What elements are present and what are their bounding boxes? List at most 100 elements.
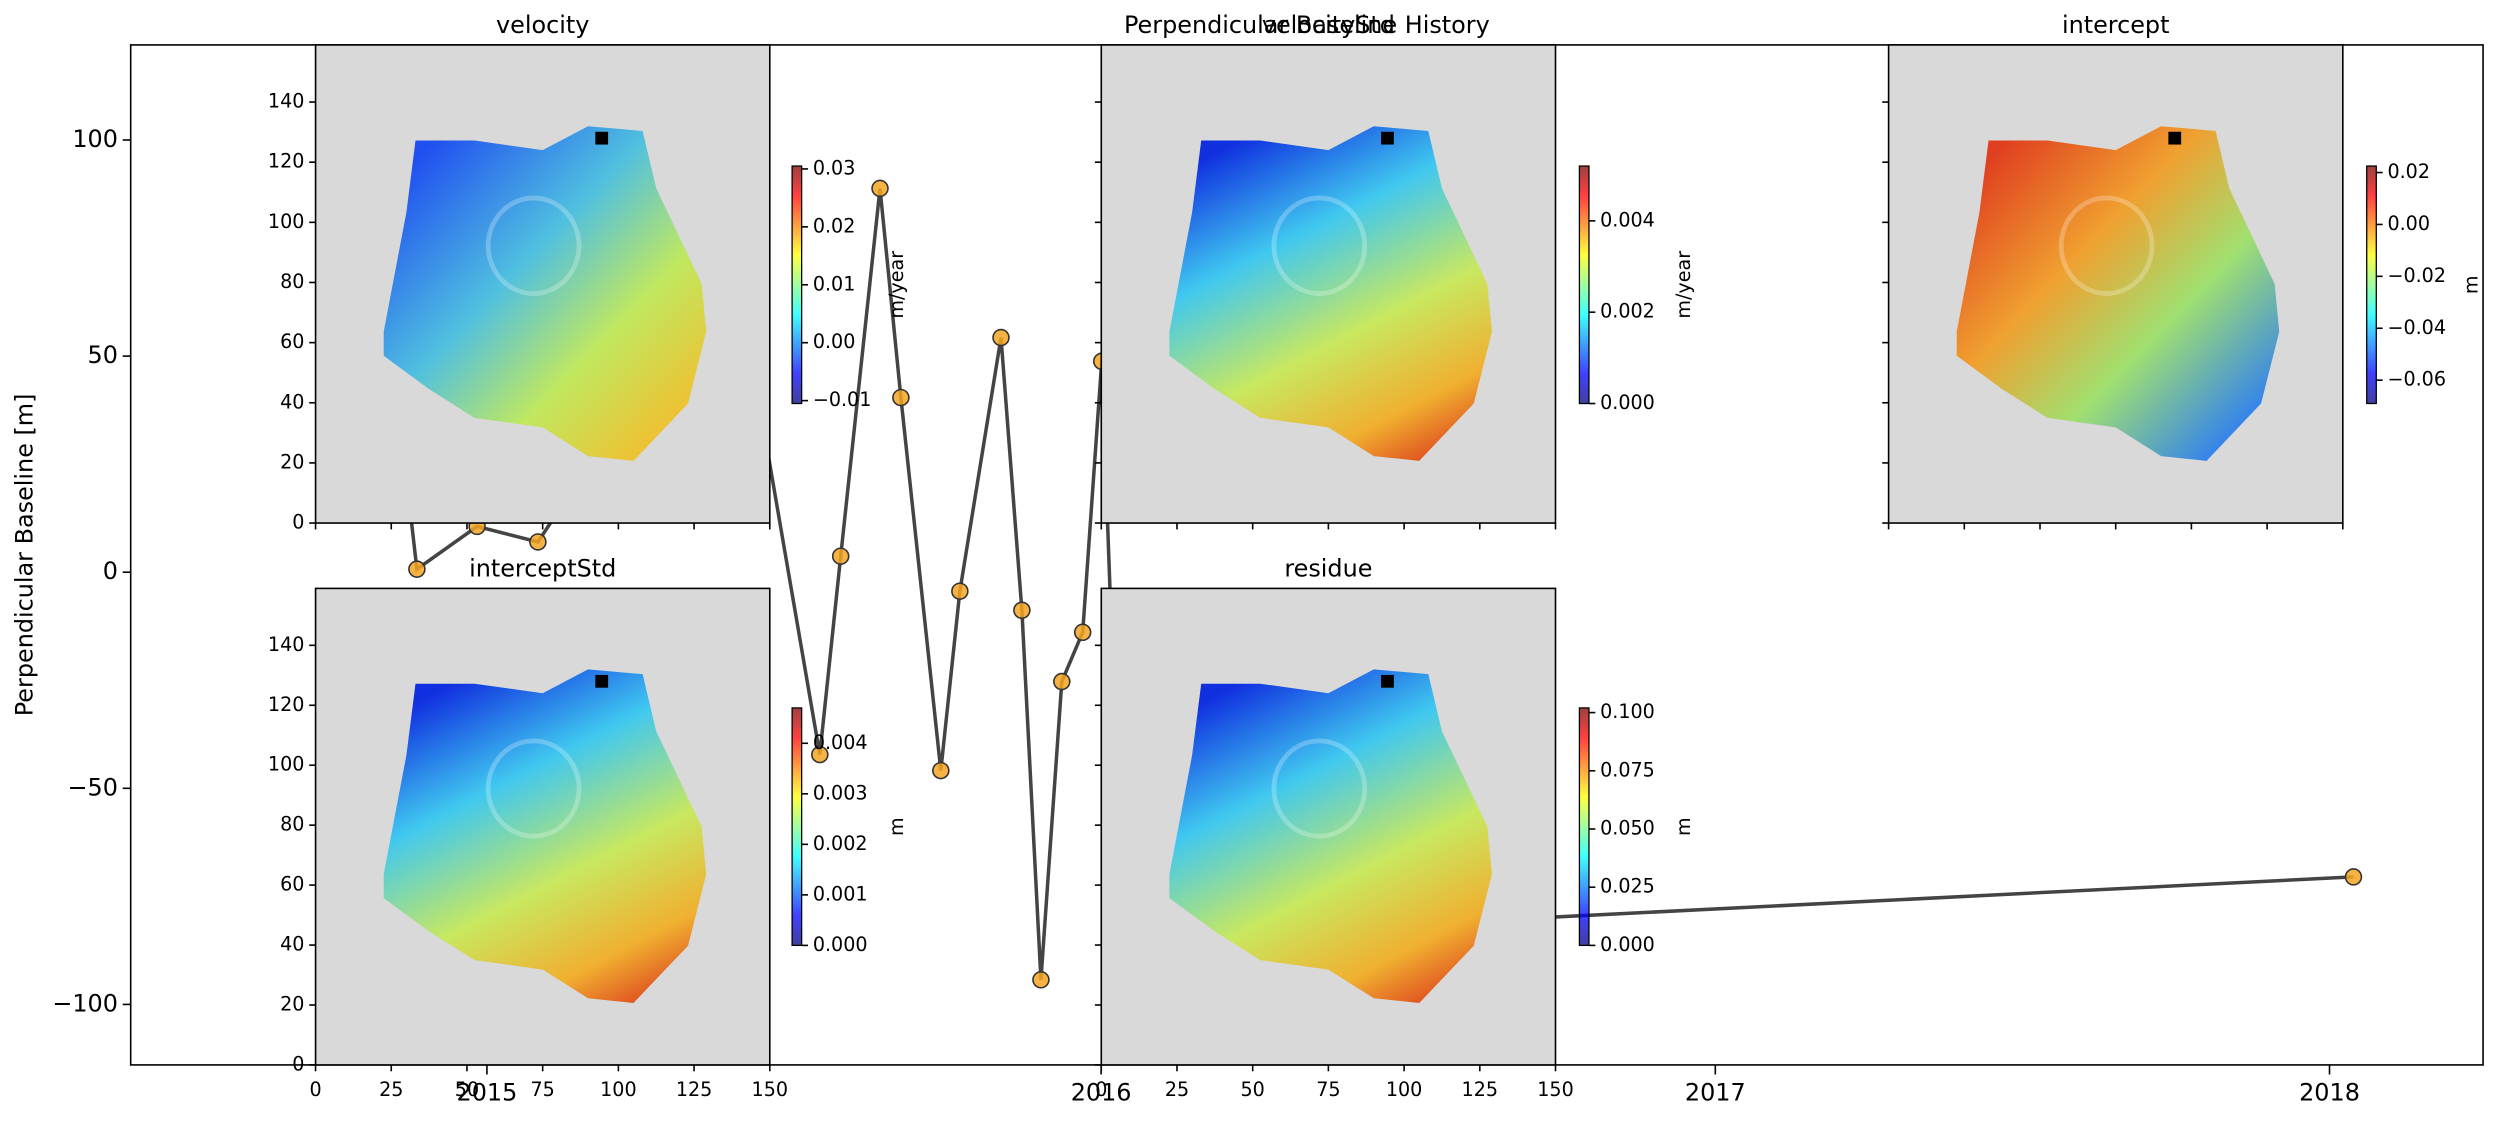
panel-title: velocityStd — [1262, 11, 1395, 39]
crater-shade — [485, 738, 582, 839]
x-tick-label: 75 — [1316, 1078, 1340, 1101]
colorbar — [2366, 165, 2377, 405]
colorbar-tick-label: 0.075 — [1600, 758, 1655, 781]
colorbar — [1578, 165, 1590, 405]
colorbar-tick-label: 0.050 — [1600, 816, 1655, 839]
x-tick-label: 2018 — [2299, 1079, 2360, 1107]
y-tick-label: 20 — [280, 992, 304, 1015]
colorbar-tick-label: 0.002 — [813, 832, 868, 855]
reference-point — [595, 674, 609, 688]
y-tick-label: 40 — [280, 390, 304, 413]
acquisition-point — [932, 761, 950, 780]
x-tick-label: 150 — [752, 1078, 788, 1101]
x-tick-label: 0 — [1095, 1078, 1107, 1101]
colorbar-tick-label: 0.002 — [1600, 300, 1655, 323]
colorbar-tick-label: 0.02 — [2387, 160, 2430, 183]
y-tick-label: 120 — [268, 150, 304, 173]
colorbar-tick-label: 0.000 — [813, 933, 868, 956]
acquisition-point — [951, 582, 969, 600]
colorbar-label: m — [1672, 817, 1695, 836]
acquisition-point — [992, 328, 1010, 347]
panel-title: interceptStd — [469, 554, 616, 582]
x-tick-label: 0 — [309, 1078, 321, 1101]
x-tick-label: 150 — [1537, 1078, 1573, 1101]
reference-point — [2168, 131, 2182, 145]
colorbar-label: m — [885, 817, 908, 836]
y-tick-label: 100 — [268, 753, 304, 776]
colorbar-tick-label: 0.03 — [813, 156, 856, 179]
y-tick-label: −100 — [52, 989, 118, 1017]
acquisition-point — [2344, 868, 2363, 886]
colorbar-tick-label: 0.001 — [813, 882, 868, 905]
colorbar-tick-label: −0.04 — [2387, 316, 2446, 339]
colorbar — [1578, 707, 1590, 947]
x-tick-label: 2016 — [1071, 1079, 1132, 1107]
chart-title: Perpendicular Baseline History — [1124, 11, 1490, 39]
acquisition-point — [408, 560, 426, 578]
y-tick-label: 120 — [268, 693, 304, 716]
acquisition-point — [811, 745, 829, 764]
colorbar-tick-label: 0.00 — [813, 330, 856, 353]
y-tick-label: 0 — [103, 557, 118, 585]
reference-point — [1381, 674, 1394, 688]
y-tick-label: 0 — [292, 1052, 304, 1075]
reference-point — [1381, 131, 1394, 145]
x-tick-label: 125 — [676, 1078, 712, 1101]
acquisition-point — [529, 533, 547, 551]
y-tick-label: 50 — [88, 341, 118, 369]
crater-shade — [485, 195, 582, 296]
crater-shade — [1271, 195, 1368, 296]
colorbar-tick-label: 0.000 — [1600, 391, 1655, 414]
deformation-map — [1956, 126, 2280, 461]
x-tick-label: 50 — [1241, 1078, 1265, 1101]
colorbar-tick-label: 0.000 — [1600, 933, 1655, 956]
acquisition-point — [1053, 672, 1071, 691]
y-tick-label: 140 — [268, 633, 304, 656]
acquisition-point — [831, 547, 850, 565]
colorbar — [791, 165, 803, 405]
deformation-map — [1169, 126, 1492, 461]
colorbar — [791, 707, 803, 947]
y-tick-label: 140 — [268, 90, 304, 113]
colorbar-tick-label: −0.01 — [813, 388, 872, 411]
x-tick-label: 75 — [531, 1078, 555, 1101]
y-axis-label: Perpendicular Baseline [m] — [11, 394, 39, 717]
y-tick-label: 100 — [72, 125, 118, 153]
colorbar-tick-label: −0.02 — [2387, 264, 2446, 287]
acquisition-point — [1032, 971, 1050, 989]
colorbar-tick-label: 0.004 — [813, 731, 868, 754]
deformation-map — [1169, 669, 1492, 1003]
colorbar-tick-label: 0.003 — [813, 781, 868, 804]
x-tick-label: 2015 — [457, 1079, 518, 1107]
reference-point — [595, 131, 609, 145]
x-tick-label: 2017 — [1685, 1079, 1746, 1107]
colorbar-label: m — [2459, 275, 2482, 294]
colorbar-label: m/year — [1672, 251, 1695, 319]
colorbar-label: m/year — [885, 251, 908, 319]
colorbar-tick-label: 0.100 — [1600, 700, 1655, 723]
crater-shade — [1271, 738, 1368, 839]
acquisition-point — [1013, 601, 1031, 620]
x-tick-label: 125 — [1462, 1078, 1498, 1101]
y-tick-label: 80 — [280, 813, 304, 836]
panel-title: velocity — [496, 11, 589, 39]
colorbar-tick-label: 0.025 — [1600, 875, 1655, 898]
crater-shade — [2058, 195, 2155, 296]
y-tick-label: 20 — [280, 450, 304, 473]
x-tick-label: 25 — [379, 1078, 403, 1101]
colorbar-tick-label: 0.01 — [813, 272, 856, 295]
y-tick-label: 0 — [292, 511, 304, 534]
y-tick-label: −50 — [68, 773, 118, 801]
colorbar-tick-label: −0.06 — [2387, 368, 2446, 391]
y-tick-label: 40 — [280, 933, 304, 956]
x-tick-label: 25 — [1165, 1078, 1189, 1101]
colorbar-tick-label: 0.004 — [1600, 208, 1655, 231]
y-tick-label: 80 — [280, 270, 304, 293]
y-tick-label: 100 — [268, 210, 304, 233]
colorbar-tick-label: 0.02 — [813, 214, 856, 237]
panel-title: residue — [1284, 554, 1372, 582]
acquisition-point — [871, 179, 889, 198]
acquisition-point — [1073, 623, 1092, 642]
acquisition-point — [892, 388, 910, 407]
